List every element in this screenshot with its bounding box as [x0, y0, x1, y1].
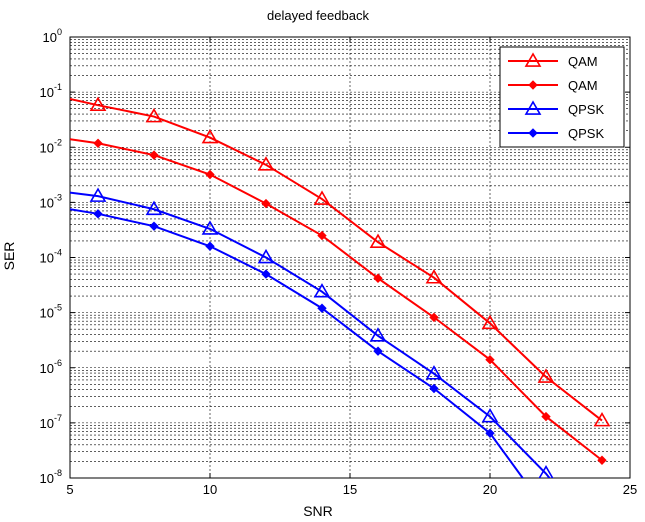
y-tick-exponent: -7	[54, 413, 62, 423]
y-tick-exponent: -8	[54, 468, 62, 478]
data-point	[261, 269, 271, 279]
data-point	[257, 248, 275, 264]
data-point	[201, 128, 219, 144]
data-point	[313, 283, 331, 298]
series-3	[70, 187, 554, 478]
data-point	[205, 169, 215, 180]
x-tick-label: 25	[623, 482, 637, 497]
data-point	[145, 200, 163, 216]
y-tick-base: 10	[40, 251, 54, 266]
x-tick-label: 15	[343, 482, 357, 497]
data-point	[257, 156, 275, 171]
data-point	[261, 198, 271, 209]
data-point	[313, 190, 331, 205]
data-point	[429, 383, 439, 394]
y-tick-base: 10	[40, 140, 54, 155]
legend-label: QPSK	[568, 102, 604, 117]
y-tick-label: 10-5	[40, 303, 62, 321]
y-tick-exponent: 0	[57, 27, 62, 37]
data-point	[481, 408, 499, 423]
y-tick-base: 10	[40, 471, 54, 486]
series-2	[70, 138, 607, 465]
x-tick-label: 20	[483, 482, 497, 497]
series-4	[70, 208, 524, 478]
legend-marker	[524, 52, 542, 67]
data-point	[369, 233, 387, 248]
data-point	[541, 411, 551, 422]
x-tick-label: 5	[66, 482, 73, 497]
data-point	[485, 354, 495, 365]
data-point	[425, 269, 443, 284]
legend-box	[499, 46, 625, 148]
legend-label: QPSK	[568, 126, 604, 141]
data-point	[205, 241, 215, 251]
series-line	[70, 98, 603, 422]
data-point	[485, 428, 495, 438]
y-axis-label: SER	[1, 242, 17, 271]
y-tick-label: 100	[43, 27, 62, 45]
data-point	[373, 273, 383, 283]
y-tick-exponent: -1	[54, 82, 62, 92]
legend: QAM QAM QPSK QPSK	[499, 46, 625, 148]
x-axis-label: SNR	[303, 503, 333, 519]
data-point	[369, 327, 387, 342]
y-tick-base: 10	[40, 85, 54, 100]
y-tick-label: 10-8	[40, 468, 62, 486]
data-point	[538, 465, 554, 478]
legend-marker	[528, 128, 538, 138]
x-tick-label: 10	[203, 482, 217, 497]
legend-label: QAM	[568, 54, 598, 69]
data-point	[593, 412, 611, 427]
legend-marker	[524, 100, 542, 115]
y-tick-label: 10-6	[40, 358, 62, 376]
data-point	[89, 187, 107, 202]
y-tick-label: 10-1	[40, 82, 62, 100]
y-tick-base: 10	[40, 306, 54, 321]
data-point	[597, 455, 607, 465]
y-tick-base: 10	[40, 361, 54, 376]
data-point	[93, 138, 103, 148]
series-1	[70, 96, 611, 427]
y-tick-exponent: -5	[54, 303, 62, 313]
data-point	[201, 220, 219, 235]
chart-title: delayed feedback	[267, 8, 369, 23]
series-line	[70, 208, 524, 478]
y-tick-exponent: -3	[54, 192, 62, 202]
data-point	[537, 368, 555, 383]
series-line	[70, 138, 603, 462]
y-tick-exponent: -6	[54, 358, 62, 368]
data-point	[149, 150, 159, 160]
y-tick-label: 10-4	[40, 248, 62, 266]
legend-marker	[528, 80, 538, 90]
y-tick-label: 10-3	[40, 192, 62, 210]
axis-ticks: 5 10 15 20 2510010-110-210-310-410-510-610-7…	[40, 27, 638, 497]
data-series	[70, 96, 611, 478]
y-tick-exponent: -2	[54, 137, 62, 147]
y-tick-exponent: -4	[54, 248, 62, 258]
series-line	[70, 191, 551, 478]
data-point	[481, 314, 499, 330]
data-point	[149, 221, 159, 231]
data-point	[89, 96, 107, 112]
data-point	[317, 230, 327, 241]
legend-label: QAM	[568, 78, 598, 93]
data-point	[373, 346, 383, 356]
y-tick-base: 10	[43, 30, 57, 45]
data-point	[425, 365, 443, 380]
data-point	[429, 312, 439, 323]
data-point	[145, 107, 163, 123]
y-tick-label: 10-7	[40, 413, 62, 431]
data-point	[317, 303, 327, 313]
y-tick-base: 10	[40, 195, 54, 210]
data-point	[93, 209, 103, 219]
y-tick-base: 10	[40, 416, 54, 431]
y-tick-label: 10-2	[40, 137, 62, 155]
